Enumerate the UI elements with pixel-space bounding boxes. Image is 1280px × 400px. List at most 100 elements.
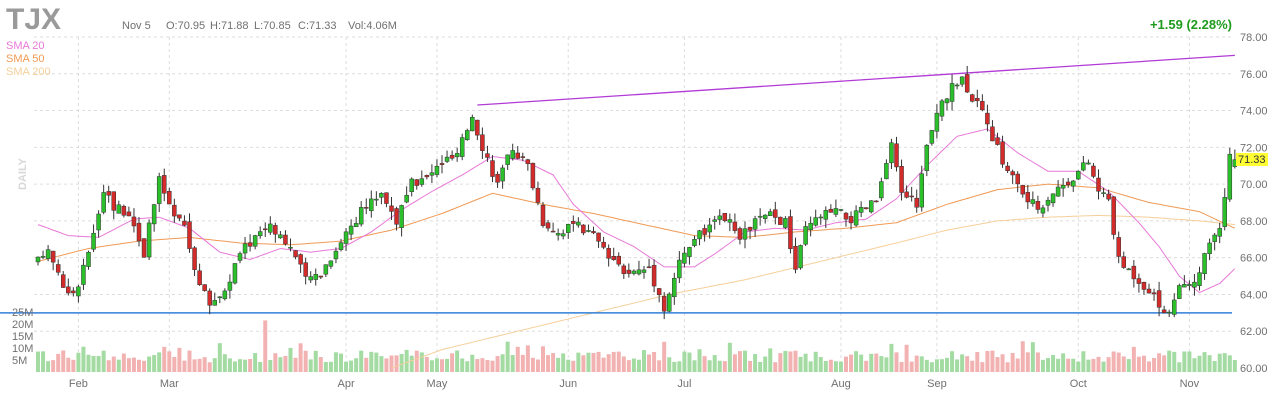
candle-down (606, 248, 611, 259)
candle-down (591, 231, 596, 234)
volume-bar (1030, 342, 1035, 372)
volume-bar (1005, 362, 1010, 372)
candle-down (167, 190, 172, 205)
x-tick-label: Jun (559, 378, 577, 390)
volume-bar (727, 342, 732, 372)
candle-down (747, 226, 753, 231)
candle-down (182, 220, 187, 226)
volume-bar (333, 352, 338, 372)
candle-up (672, 278, 677, 297)
volume-bar (318, 357, 323, 372)
volume-bar (197, 358, 202, 372)
candle-up (1086, 162, 1091, 165)
candle-down (303, 262, 308, 277)
volume-bar (1025, 352, 1030, 372)
candle-up (1040, 207, 1046, 214)
candle-down (601, 241, 606, 248)
candle-up (222, 290, 228, 300)
candle-up (343, 231, 349, 244)
volume-bar (854, 351, 859, 372)
volume-bar (445, 358, 450, 372)
volume-bar (732, 354, 737, 372)
candle-down (914, 197, 919, 208)
candle-up (939, 100, 945, 117)
volume-bar (167, 351, 172, 372)
volume-bar (1212, 361, 1217, 372)
volume-bar (934, 359, 939, 372)
candle-down (571, 220, 576, 224)
candle-up (45, 249, 51, 259)
volume-bar (707, 360, 712, 372)
candle-down (793, 245, 798, 270)
candle-up (1222, 197, 1227, 227)
last-price-background (1236, 153, 1268, 166)
candle-down (1111, 196, 1116, 235)
candle-up (76, 286, 81, 297)
candle-up (500, 167, 505, 182)
volume-bar (556, 357, 561, 372)
y-tick-label: 66.00 (1240, 253, 1268, 265)
candle-down (520, 156, 526, 158)
candle-up (1166, 311, 1172, 314)
price-gridlines (34, 36, 1232, 372)
candle-up (949, 83, 955, 102)
volume-bar (530, 357, 535, 372)
candle-down (273, 225, 278, 235)
candle-up (858, 207, 864, 213)
volume-bar (1020, 341, 1025, 372)
volume-bar (975, 352, 980, 372)
candle-down (535, 187, 541, 203)
volume-bar (344, 361, 349, 372)
candle-up (884, 163, 889, 180)
candle-down (192, 247, 197, 270)
volume-bar (692, 360, 697, 372)
volume-bar (1101, 361, 1106, 372)
candle-down (318, 275, 324, 278)
volume-bar (379, 356, 384, 372)
candle-up (808, 222, 813, 230)
candle-down (1025, 192, 1031, 203)
volume-bar (157, 352, 162, 372)
candle-down (111, 191, 116, 211)
candle-down (530, 162, 536, 189)
volume-bar (212, 358, 217, 372)
candle-down (50, 250, 56, 263)
volume-bar (1106, 357, 1111, 372)
candle-down (732, 221, 738, 231)
volume-bar (243, 359, 248, 372)
volume-bar (788, 351, 793, 372)
volume-bar (980, 362, 985, 372)
volume-bar (960, 354, 965, 372)
volume-bar (46, 361, 51, 372)
volume-bar (283, 355, 288, 372)
volume-bar (743, 350, 747, 372)
volume-bar (904, 344, 909, 372)
x-tick-label: Feb (69, 378, 88, 390)
candle-up (505, 154, 510, 165)
volume-bar (187, 350, 192, 372)
volume-tick-label: 5M (12, 355, 27, 367)
volume-bar (81, 346, 86, 372)
volume-bar (222, 354, 227, 372)
volume-bar (248, 358, 253, 372)
candle-down (646, 266, 652, 268)
candle-up (1081, 162, 1086, 171)
candle-up (919, 173, 924, 208)
volume-bar (1096, 356, 1101, 372)
candle-down (1131, 265, 1137, 280)
volume-bar (697, 349, 702, 372)
volume-bar (1081, 351, 1086, 372)
volume-bar (475, 359, 480, 372)
y-tick-label: 76.00 (1240, 69, 1268, 81)
candle-up (959, 76, 965, 85)
volume-bar (606, 354, 611, 372)
volume-bar (1015, 358, 1020, 372)
candle-down (661, 296, 667, 312)
candle-up (1207, 242, 1212, 254)
candle-up (1227, 153, 1233, 200)
volume-bar (1192, 358, 1197, 372)
candle-up (470, 117, 475, 132)
candle-up (459, 137, 465, 157)
volume-bar (566, 359, 571, 372)
volume-bar (354, 358, 359, 372)
